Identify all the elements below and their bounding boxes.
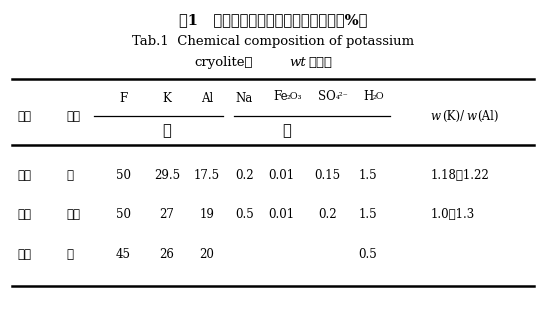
Text: 0.01: 0.01 — [268, 208, 294, 221]
Text: F: F — [120, 92, 128, 105]
Text: 颜色: 颜色 — [67, 110, 81, 123]
Text: 27: 27 — [159, 208, 175, 221]
Text: 二级: 二级 — [17, 248, 32, 261]
Text: K: K — [163, 92, 171, 105]
Text: H: H — [363, 90, 373, 103]
Text: 优级: 优级 — [17, 169, 32, 182]
Text: Al: Al — [200, 92, 213, 105]
Text: 26: 26 — [159, 248, 175, 261]
Text: 灰白: 灰白 — [67, 208, 81, 221]
Text: 1.18～1.22: 1.18～1.22 — [431, 169, 489, 182]
Text: 20: 20 — [199, 248, 214, 261]
Text: 灰: 灰 — [67, 248, 74, 261]
Text: 白: 白 — [67, 169, 74, 182]
Text: Fe: Fe — [274, 90, 288, 103]
Text: 0.5: 0.5 — [235, 208, 253, 221]
Text: 一级: 一级 — [17, 208, 32, 221]
Text: 50: 50 — [116, 169, 131, 182]
Text: Na: Na — [235, 92, 253, 105]
Text: cryolite（％）: cryolite（％） — [236, 56, 310, 69]
Text: 0.01: 0.01 — [268, 169, 294, 182]
Text: 19: 19 — [199, 208, 214, 221]
Text: (Al): (Al) — [477, 110, 498, 123]
Text: 17.5: 17.5 — [194, 169, 220, 182]
Text: ₄²⁻: ₄²⁻ — [336, 92, 349, 101]
Text: 1.5: 1.5 — [359, 169, 377, 182]
Text: Tab.1  Chemical composition of potassium: Tab.1 Chemical composition of potassium — [132, 35, 414, 48]
Text: cryolite（: cryolite（ — [194, 56, 253, 69]
Text: ₂O: ₂O — [373, 92, 385, 101]
Text: 0.15: 0.15 — [314, 169, 340, 182]
Text: 1.5: 1.5 — [359, 208, 377, 221]
Text: w: w — [466, 110, 476, 123]
Text: ≦: ≦ — [282, 124, 291, 138]
Text: w: w — [431, 110, 441, 123]
Text: 0.2: 0.2 — [235, 169, 253, 182]
Text: 45: 45 — [116, 248, 131, 261]
Text: ≧: ≧ — [163, 124, 171, 138]
Text: ／％）: ／％） — [308, 56, 333, 69]
Text: 表1   钾冰晶石的化学成分（质量分数／%）: 表1 钾冰晶石的化学成分（质量分数／%） — [179, 13, 367, 27]
Text: (K)/: (K)/ — [442, 110, 465, 123]
Text: SO: SO — [318, 90, 336, 103]
Text: 0.5: 0.5 — [359, 248, 377, 261]
Text: 29.5: 29.5 — [154, 169, 180, 182]
Text: wt: wt — [289, 56, 306, 69]
Text: ₂O₃: ₂O₃ — [287, 92, 302, 101]
Text: 50: 50 — [116, 208, 131, 221]
Text: 0.2: 0.2 — [318, 208, 337, 221]
Text: 1.0～1.3: 1.0～1.3 — [431, 208, 475, 221]
Text: 等级: 等级 — [17, 110, 32, 123]
